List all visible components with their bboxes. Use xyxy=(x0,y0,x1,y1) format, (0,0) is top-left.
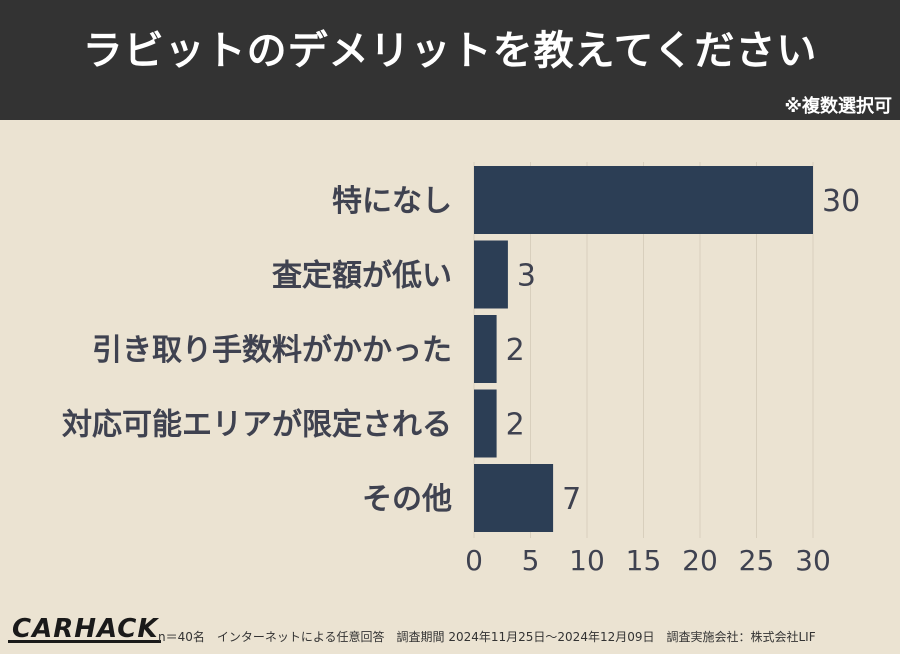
bar xyxy=(474,389,497,458)
x-tick-label: 20 xyxy=(682,544,718,577)
bar xyxy=(474,464,554,532)
value-labels: 30 3 2 2 7 xyxy=(506,184,861,517)
value-label: 7 xyxy=(562,482,581,517)
x-tick-label: 15 xyxy=(626,544,662,577)
x-tick-label: 0 xyxy=(465,544,483,577)
x-tick-label: 30 xyxy=(795,544,831,577)
category-label: 特になし xyxy=(332,184,452,219)
bar xyxy=(474,166,813,234)
bar xyxy=(474,315,497,383)
header-bar: ラビットのデメリットを教えてください ※複数選択可 xyxy=(0,0,900,120)
x-axis-ticks: 0 5 10 15 20 25 30 xyxy=(465,544,831,577)
value-label: 30 xyxy=(822,184,860,219)
value-label: 2 xyxy=(506,333,525,368)
multiple-choice-note: ※複数選択可 xyxy=(784,96,893,117)
bar xyxy=(474,240,508,309)
category-label: 引き取り手数料がかかった xyxy=(92,333,452,368)
category-label: 対応可能エリアが限定される xyxy=(62,408,452,443)
x-tick-label: 10 xyxy=(569,544,605,577)
x-tick-label: 25 xyxy=(739,544,775,577)
value-label: 3 xyxy=(517,259,536,294)
survey-footnote: n＝40名 インターネットによる任意回答 調査期間 2024年11月25日〜20… xyxy=(158,630,816,644)
chart-title: ラビットのデメリットを教えてください xyxy=(82,28,818,74)
x-tick-label: 5 xyxy=(522,544,540,577)
value-label: 2 xyxy=(506,408,525,443)
bars xyxy=(474,166,813,532)
category-label: 査定額が低い xyxy=(272,259,452,294)
category-label: その他 xyxy=(362,482,452,517)
carhack-logo: CARHACK xyxy=(8,614,161,644)
